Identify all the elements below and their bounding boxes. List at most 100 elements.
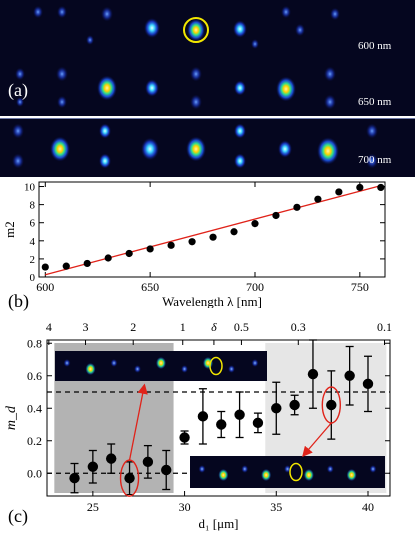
spot-1 (12, 123, 24, 139)
chart-b-fit-line (45, 184, 381, 276)
spot-1 (33, 5, 43, 19)
inset-spot (110, 359, 118, 367)
chart-c-xlabel: d₁ [μm] (198, 516, 238, 531)
chart-c-point (179, 432, 190, 443)
inset-spot (156, 357, 166, 369)
spot-6 (141, 137, 159, 161)
spot-3 (57, 95, 67, 109)
chart-c-frame (46, 339, 391, 497)
inset-spot (261, 469, 272, 481)
panel-b-label: (b) (8, 291, 29, 311)
inset-spot (303, 469, 314, 481)
inset-spot (203, 357, 213, 369)
panel-a-label: (a) (8, 80, 28, 100)
spot-9 (276, 76, 296, 102)
chart-c-point (234, 409, 245, 420)
spot-2 (57, 5, 67, 19)
chart-c-point (87, 461, 99, 472)
chart-c-arrow-right (302, 422, 332, 457)
inset-spot (181, 365, 188, 373)
chart-b-ytick-label: 2 (30, 254, 36, 266)
chart-b-point (209, 233, 217, 241)
spot-5 (187, 18, 205, 42)
chart-c-point (197, 411, 209, 422)
chart-b-point (167, 241, 175, 249)
chart-b-point (188, 238, 196, 246)
strip-600nm (0, 0, 415, 58)
chart-b-point (83, 259, 91, 268)
spot-7 (190, 94, 202, 110)
chart-c-point (216, 419, 227, 430)
chart-c-ytick-label: 0.4 (27, 401, 42, 415)
chart-b-point (272, 211, 280, 220)
chart-c-xtick-label: 35 (270, 500, 282, 514)
chart-b-point (314, 195, 322, 203)
chart-c-top-tick-label: 4 (46, 320, 52, 334)
chart-b-xtick-label: 650 (141, 280, 159, 294)
chart-b-point (356, 183, 364, 192)
chart-c-point (161, 464, 172, 476)
chart-c-xtick-label: 40 (362, 500, 374, 514)
inset-highlight-circle (209, 356, 223, 376)
chart-c-ytick-label: 0.8 (27, 336, 42, 350)
chart-c-point (69, 472, 80, 484)
inset-spot (369, 465, 377, 473)
strip-700nm (0, 118, 415, 177)
spot-3 (50, 136, 70, 162)
inset-spot (326, 465, 334, 473)
chart-b-point (335, 188, 343, 196)
chart-c-top-tick-label: 1 (180, 320, 186, 334)
chart-c-ytick-label: 0.6 (27, 369, 42, 383)
spot-12 (16, 97, 24, 107)
chart-b-xtick-label: 750 (351, 280, 369, 294)
chart-c-ytick-label: 0.0 (27, 466, 42, 480)
chart-c-inset-left (55, 351, 267, 381)
spot-11 (324, 94, 336, 110)
chart-c-point (252, 417, 264, 429)
spot-8 (234, 80, 246, 96)
spot-5 (99, 153, 111, 169)
spot-12 (366, 123, 378, 139)
chart-b-point (146, 245, 154, 253)
spot-13 (366, 153, 378, 169)
spot-6 (233, 20, 247, 38)
spot-11 (251, 39, 259, 49)
chart-c-xtick-label: 30 (179, 500, 191, 514)
chart-b-point (230, 228, 238, 236)
chart-c-point (124, 472, 135, 484)
inset-spot (346, 469, 357, 481)
strip-600nm-image (0, 0, 415, 58)
spot-1 (15, 67, 25, 81)
chart-c-top-tick-label: 0.5 (234, 320, 249, 334)
spot-4 (99, 123, 111, 139)
inset-spot (284, 465, 291, 473)
strip-600nm-label: 600 nm (358, 40, 392, 52)
chart-c-top-tick-label: 2 (130, 320, 136, 334)
spot-4 (97, 75, 117, 101)
chart-b-point (41, 263, 49, 271)
chart-c-xtick-label: 25 (87, 500, 99, 514)
inset-spot (85, 363, 96, 375)
chart-b-point (293, 203, 301, 211)
chart-b-ytick-label: 6 (30, 218, 36, 230)
inset-spot (134, 365, 141, 373)
inset-spot (198, 465, 206, 473)
inset-spot (228, 365, 235, 373)
spot-8 (234, 123, 246, 139)
spot-4 (144, 18, 160, 38)
inset-spot (218, 469, 229, 481)
chart-b-point (251, 220, 259, 228)
strip-650nm-image (0, 58, 415, 116)
spot-10 (324, 66, 336, 82)
chart-b-xlabel: Wavelength λ [nm] (162, 294, 262, 308)
spot-6 (190, 66, 202, 82)
spot-10 (86, 35, 94, 45)
spot-2 (56, 66, 68, 82)
chart-b-ytick-label: 0 (30, 272, 36, 284)
chart-b-ylabel: m2 (2, 221, 17, 238)
highlight-circle-600 (183, 17, 209, 43)
chart-b-ytick-label: 4 (30, 236, 36, 248)
chart-b-xtick-label: 600 (36, 280, 54, 294)
chart-c-point (362, 378, 374, 390)
strip-650nm-label: 650 nm (358, 96, 392, 108)
